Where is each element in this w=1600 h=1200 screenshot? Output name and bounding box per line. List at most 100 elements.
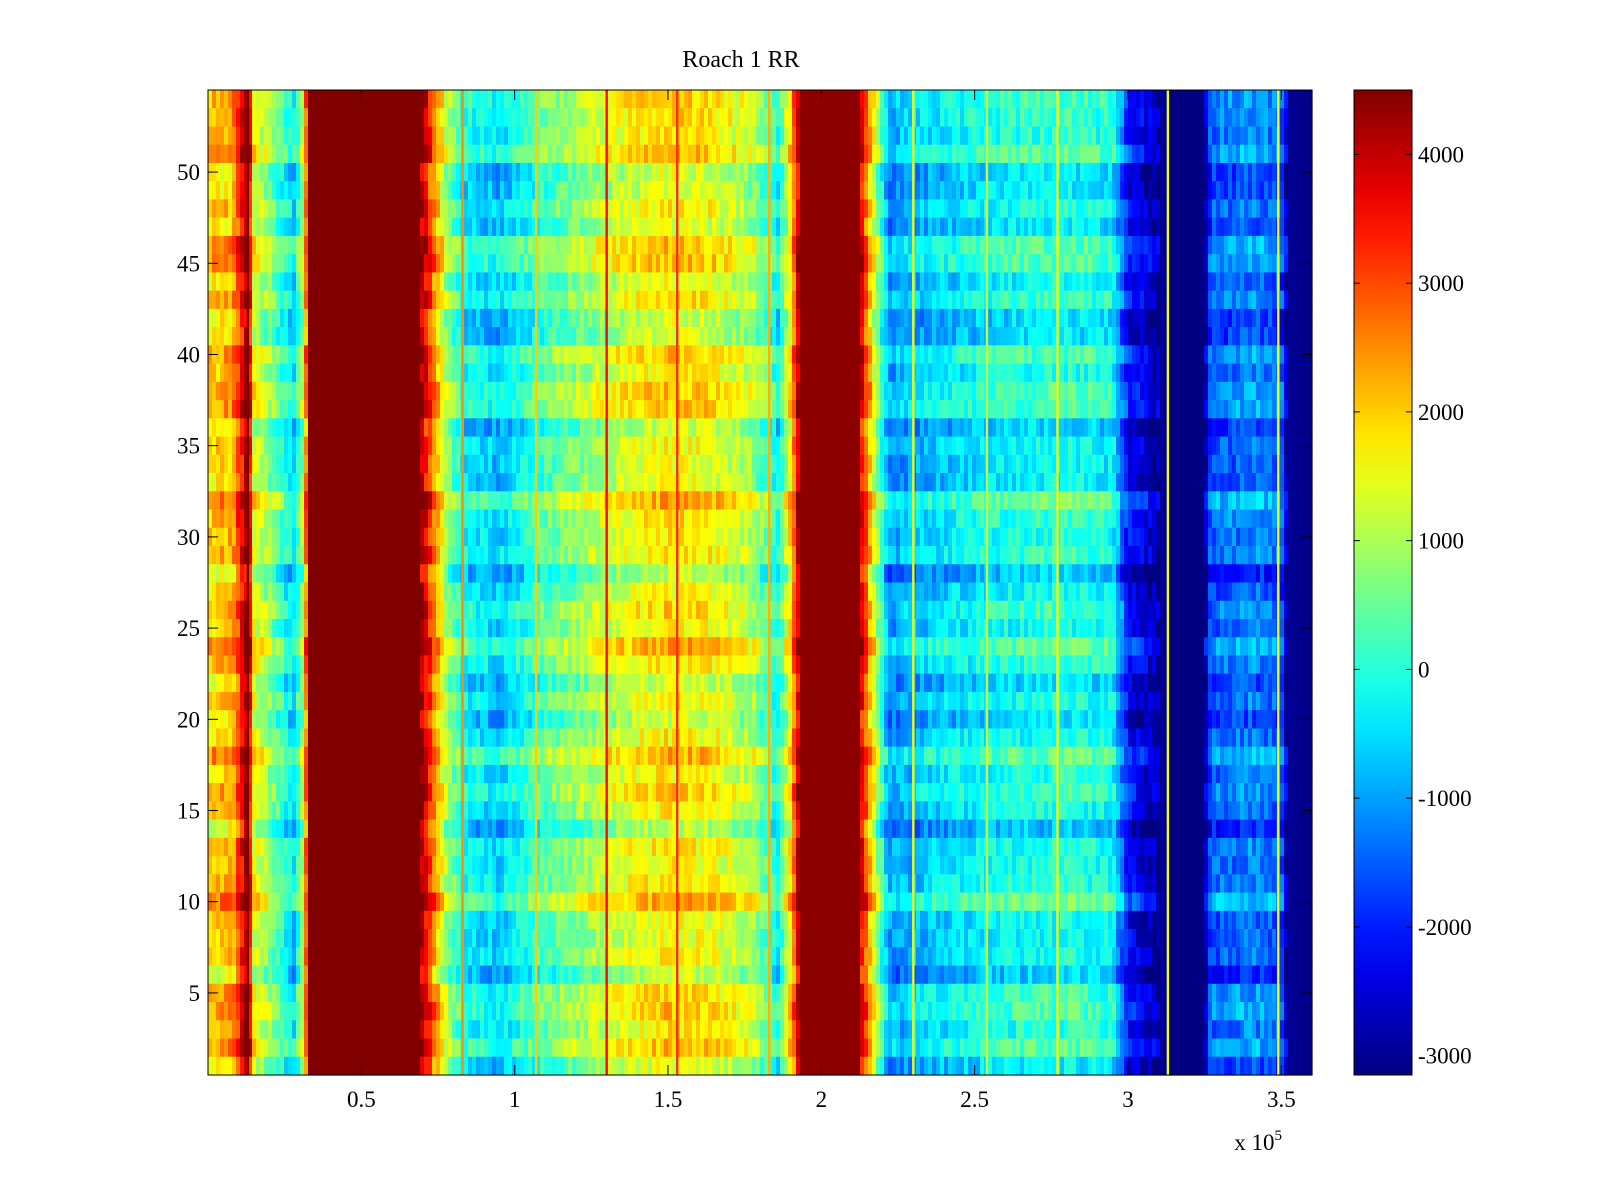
heatmap-cell: [412, 308, 417, 328]
heatmap-cell: [796, 363, 801, 383]
heatmap-cell: [1280, 363, 1285, 383]
heatmap-cell: [980, 162, 985, 182]
heatmap-cell: [916, 290, 921, 310]
heatmap-cell: [580, 308, 585, 328]
heatmap-cell: [1124, 108, 1129, 128]
heatmap-cell: [888, 181, 893, 201]
heatmap-cell: [972, 126, 977, 146]
heatmap-cell: [1120, 217, 1125, 237]
heatmap-cell: [708, 108, 713, 128]
heatmap-cell: [476, 363, 481, 383]
heatmap-cell: [360, 290, 365, 310]
heatmap-cell: [312, 181, 317, 201]
heatmap-cell: [968, 217, 973, 237]
heatmap-cell: [624, 400, 629, 419]
heatmap-cell: [1148, 199, 1153, 219]
heatmap-cell: [208, 235, 213, 255]
heatmap-cell: [344, 199, 349, 219]
heatmap-cell: [548, 327, 553, 346]
heatmap-cell: [1288, 162, 1293, 182]
heatmap-cell: [1220, 199, 1225, 219]
heatmap-cell: [452, 217, 457, 237]
heatmap-cell: [1280, 254, 1285, 274]
heatmap-cell: [340, 363, 345, 383]
heatmap-cell: [260, 418, 265, 438]
heatmap-cell: [560, 400, 565, 419]
heatmap-cell: [664, 235, 669, 255]
heatmap-cell: [324, 217, 329, 237]
heatmap-cell: [568, 381, 573, 401]
heatmap-cell: [432, 162, 437, 182]
heatmap-cell: [532, 108, 537, 128]
heatmap-cell: [1064, 90, 1069, 109]
heatmap-cell: [288, 400, 293, 419]
heatmap-cell: [836, 235, 841, 255]
heatmap-cell: [300, 217, 305, 237]
heatmap-cell: [1236, 162, 1241, 182]
heatmap-cell: [788, 345, 793, 365]
heatmap-cell: [1252, 400, 1257, 419]
heatmap-cell: [700, 381, 705, 401]
heatmap-cell: [1188, 90, 1193, 109]
heatmap-cell: [844, 272, 849, 292]
heatmap-cell: [664, 162, 669, 182]
heatmap-cell: [1184, 199, 1189, 219]
heatmap-cell: [336, 400, 341, 419]
heatmap-cell: [760, 90, 765, 109]
heatmap-cell: [292, 290, 297, 310]
heatmap-cell: [288, 327, 293, 346]
heatmap-cell: [1296, 272, 1301, 292]
heatmap-cell: [1036, 181, 1041, 201]
heatmap-cell: [720, 363, 725, 383]
heatmap-cell: [780, 308, 785, 328]
heatmap-cell: [1184, 308, 1189, 328]
heatmap-cell: [1068, 272, 1073, 292]
heatmap-cell: [216, 144, 221, 164]
heatmap-cell: [1184, 162, 1189, 182]
heatmap-cell: [824, 162, 829, 182]
heatmap-cell: [1044, 126, 1049, 146]
heatmap-cell: [708, 381, 713, 401]
heatmap-cell: [248, 181, 253, 201]
heatmap-cell: [760, 162, 765, 182]
heatmap-cell: [228, 235, 233, 255]
heatmap-cell: [400, 327, 405, 346]
heatmap-cell: [324, 162, 329, 182]
heatmap-cell: [444, 400, 449, 419]
heatmap-cell: [380, 144, 385, 164]
heatmap-cell: [572, 90, 577, 109]
heatmap-cell: [640, 126, 645, 146]
heatmap-cell: [660, 308, 665, 328]
heatmap-cell: [396, 217, 401, 237]
heatmap-cell: [1072, 235, 1077, 255]
heatmap-cell: [560, 199, 565, 219]
heatmap-cell: [1040, 181, 1045, 201]
heatmap-cell: [220, 181, 225, 201]
heatmap-cell: [656, 400, 661, 419]
heatmap-cell: [1092, 199, 1097, 219]
heatmap-cell: [1204, 181, 1209, 201]
heatmap-cell: [1176, 181, 1181, 201]
heatmap-cell: [976, 400, 981, 419]
heatmap-cell: [720, 290, 725, 310]
heatmap-cell: [536, 90, 541, 109]
heatmap-cell: [744, 327, 749, 346]
heatmap-cell: [884, 235, 889, 255]
heatmap-cell: [400, 199, 405, 219]
heatmap-cell: [1264, 90, 1269, 109]
heatmap-cell: [1128, 363, 1133, 383]
heatmap-cell: [816, 345, 821, 365]
heatmap-cell: [624, 90, 629, 109]
heatmap-cell: [288, 162, 293, 182]
heatmap-cell: [952, 108, 957, 128]
heatmap-cell: [1280, 162, 1285, 182]
heatmap-cell: [1184, 381, 1189, 401]
heatmap-cell: [228, 290, 233, 310]
heatmap-cell: [596, 162, 601, 182]
heatmap-cell: [980, 327, 985, 346]
heatmap-cell: [828, 363, 833, 383]
heatmap-cell: [1112, 254, 1117, 274]
heatmap-cell: [312, 217, 317, 237]
heatmap-cell: [932, 363, 937, 383]
heatmap-cell: [1060, 162, 1065, 182]
